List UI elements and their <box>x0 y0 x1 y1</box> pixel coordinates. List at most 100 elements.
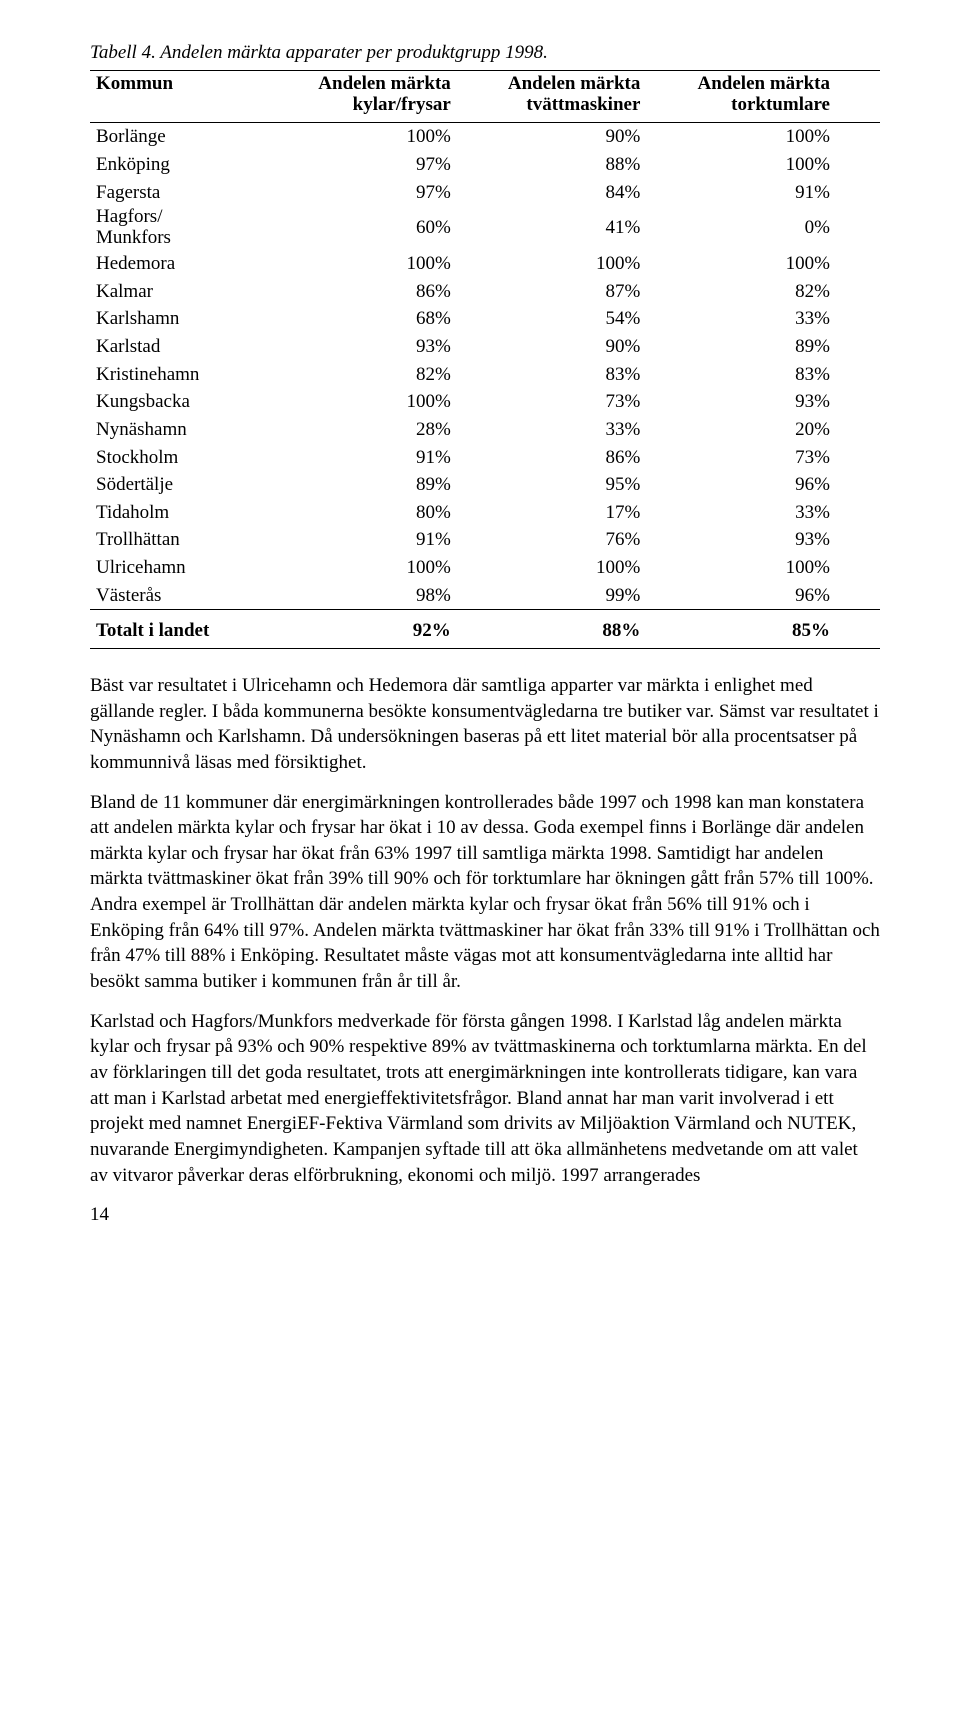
row-value: 83% <box>690 361 880 389</box>
col-header-tork: Andelen märktatorktumlare <box>690 70 880 118</box>
row-value: 97% <box>311 179 501 207</box>
table-row: Nynäshamn28%33%20% <box>90 416 880 444</box>
row-value: 100% <box>311 250 501 278</box>
row-value: 100% <box>690 554 880 582</box>
row-value: 100% <box>690 250 880 278</box>
document-page: Tabell 4. Andelen märkta apparater per p… <box>0 0 960 1268</box>
row-label: Karlstad <box>90 333 311 361</box>
total-val-3: 85% <box>690 614 880 648</box>
data-table: Kommun Andelen märktakylar/frysar Andele… <box>90 70 880 649</box>
table-row: Kristinehamn82%83%83% <box>90 361 880 389</box>
row-label: Borlänge <box>90 123 311 151</box>
row-value: 91% <box>311 444 501 472</box>
table-row: Kalmar86%87%82% <box>90 278 880 306</box>
row-value: 100% <box>311 388 501 416</box>
row-value: 98% <box>311 582 501 610</box>
table-row: Trollhättan91%76%93% <box>90 526 880 554</box>
row-value: 60% <box>311 206 501 250</box>
table-row: Västerås98%99%96% <box>90 582 880 610</box>
row-label: Ulricehamn <box>90 554 311 582</box>
col-header-tvatt: Andelen märktatvättmaskiner <box>501 70 691 118</box>
row-value: 82% <box>311 361 501 389</box>
table-row: Hagfors/Munkfors60%41%0% <box>90 206 880 250</box>
row-value: 73% <box>501 388 691 416</box>
table-row: Tidaholm80%17%33% <box>90 499 880 527</box>
page-number: 14 <box>90 1202 880 1228</box>
row-value: 73% <box>690 444 880 472</box>
row-value: 96% <box>690 582 880 610</box>
table-row: Södertälje89%95%96% <box>90 471 880 499</box>
row-value: 93% <box>690 388 880 416</box>
row-value: 89% <box>690 333 880 361</box>
total-val-1: 92% <box>311 614 501 648</box>
table-row: Borlänge100%90%100% <box>90 123 880 151</box>
table-row: Kungsbacka100%73%93% <box>90 388 880 416</box>
row-value: 91% <box>311 526 501 554</box>
row-value: 100% <box>690 151 880 179</box>
row-value: 33% <box>690 305 880 333</box>
row-value: 100% <box>690 123 880 151</box>
paragraph-2: Bland de 11 kommuner där energimärkninge… <box>90 790 880 995</box>
row-value: 0% <box>690 206 880 250</box>
row-value: 28% <box>311 416 501 444</box>
row-value: 68% <box>311 305 501 333</box>
row-value: 90% <box>501 123 691 151</box>
row-value: 97% <box>311 151 501 179</box>
row-value: 100% <box>311 123 501 151</box>
row-value: 88% <box>501 151 691 179</box>
row-value: 90% <box>501 333 691 361</box>
paragraph-1: Bäst var resultatet i Ulricehamn och Hed… <box>90 673 880 776</box>
table-row: Enköping97%88%100% <box>90 151 880 179</box>
row-label: Hedemora <box>90 250 311 278</box>
table-row: Ulricehamn100%100%100% <box>90 554 880 582</box>
row-value: 20% <box>690 416 880 444</box>
paragraph-3: Karlstad och Hagfors/Munkfors medverkade… <box>90 1009 880 1188</box>
row-value: 54% <box>501 305 691 333</box>
table-row: Stockholm91%86%73% <box>90 444 880 472</box>
row-label: Kungsbacka <box>90 388 311 416</box>
row-label: Västerås <box>90 582 311 610</box>
row-value: 91% <box>690 179 880 207</box>
row-label: Hagfors/Munkfors <box>90 206 311 250</box>
row-value: 41% <box>501 206 691 250</box>
row-value: 80% <box>311 499 501 527</box>
row-label: Karlshamn <box>90 305 311 333</box>
row-value: 100% <box>501 554 691 582</box>
row-label: Enköping <box>90 151 311 179</box>
row-value: 84% <box>501 179 691 207</box>
row-value: 86% <box>311 278 501 306</box>
table-row: Hedemora100%100%100% <box>90 250 880 278</box>
row-value: 86% <box>501 444 691 472</box>
row-value: 83% <box>501 361 691 389</box>
row-label: Södertälje <box>90 471 311 499</box>
table-caption: Tabell 4. Andelen märkta apparater per p… <box>90 40 880 66</box>
row-value: 95% <box>501 471 691 499</box>
row-value: 96% <box>690 471 880 499</box>
row-label: Stockholm <box>90 444 311 472</box>
row-value: 17% <box>501 499 691 527</box>
row-label: Kalmar <box>90 278 311 306</box>
row-value: 99% <box>501 582 691 610</box>
row-value: 93% <box>311 333 501 361</box>
row-value: 82% <box>690 278 880 306</box>
total-label: Totalt i landet <box>90 614 311 648</box>
row-value: 33% <box>690 499 880 527</box>
row-value: 76% <box>501 526 691 554</box>
row-label: Kristinehamn <box>90 361 311 389</box>
col-header-kommun: Kommun <box>90 70 311 118</box>
row-value: 33% <box>501 416 691 444</box>
table-row: Fagersta97%84%91% <box>90 179 880 207</box>
row-value: 93% <box>690 526 880 554</box>
row-value: 87% <box>501 278 691 306</box>
col-header-kylar: Andelen märktakylar/frysar <box>311 70 501 118</box>
row-label: Trollhättan <box>90 526 311 554</box>
total-val-2: 88% <box>501 614 691 648</box>
row-value: 89% <box>311 471 501 499</box>
row-label: Nynäshamn <box>90 416 311 444</box>
table-row: Karlstad93%90%89% <box>90 333 880 361</box>
row-value: 100% <box>311 554 501 582</box>
row-value: 100% <box>501 250 691 278</box>
table-row: Karlshamn68%54%33% <box>90 305 880 333</box>
row-label: Tidaholm <box>90 499 311 527</box>
row-label: Fagersta <box>90 179 311 207</box>
